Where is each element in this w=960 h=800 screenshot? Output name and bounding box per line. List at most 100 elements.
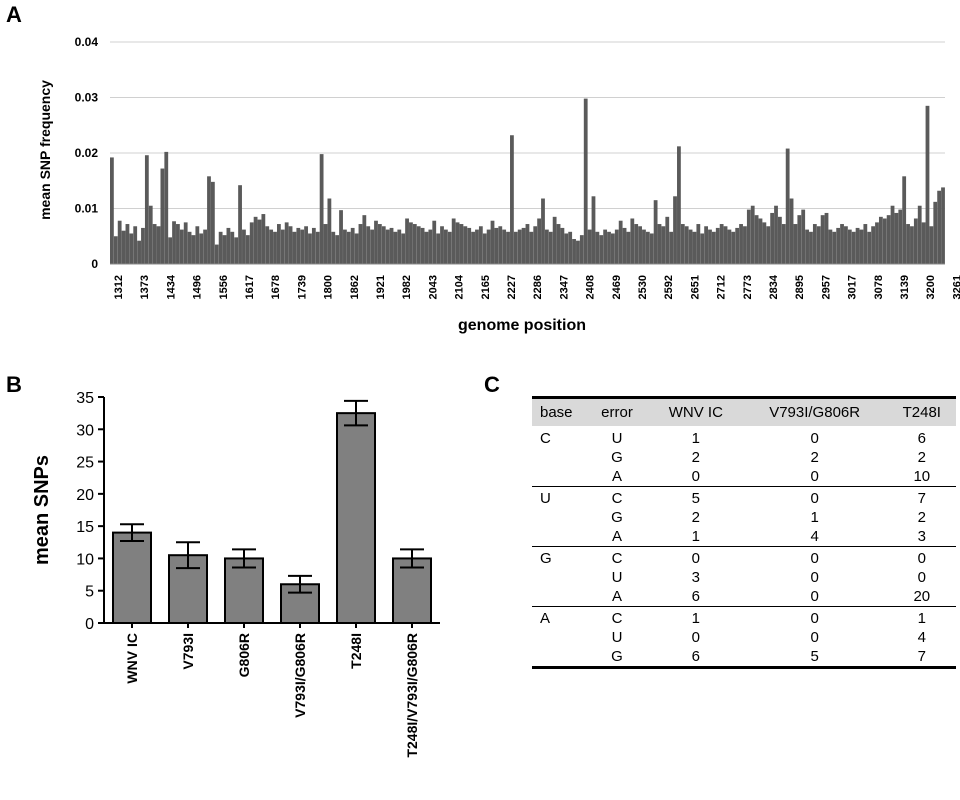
x-tick-label: 1496 bbox=[192, 275, 204, 299]
bar bbox=[401, 233, 406, 264]
bar bbox=[925, 105, 930, 264]
bar bbox=[750, 205, 755, 264]
cell-t248i: 3 bbox=[917, 528, 926, 545]
bar bbox=[222, 235, 227, 264]
bar bbox=[323, 224, 328, 264]
bar bbox=[541, 198, 545, 264]
cell-v793i-g806r: 0 bbox=[810, 468, 819, 485]
cell-t248i: 7 bbox=[917, 648, 926, 665]
bar bbox=[661, 226, 666, 264]
cell-error: G bbox=[611, 648, 623, 665]
bar bbox=[117, 220, 122, 264]
bar bbox=[129, 233, 134, 264]
bar bbox=[277, 224, 281, 264]
bar bbox=[867, 231, 872, 264]
bar bbox=[183, 222, 188, 264]
cell-wnv-ic: 1 bbox=[691, 528, 701, 545]
bar bbox=[506, 231, 510, 264]
bar bbox=[739, 224, 743, 264]
bar bbox=[851, 231, 856, 264]
bar bbox=[638, 226, 642, 264]
bar bbox=[824, 212, 829, 264]
bar bbox=[137, 240, 141, 264]
bar bbox=[288, 226, 293, 264]
bar bbox=[172, 221, 176, 264]
cell-t248i: 6 bbox=[917, 430, 926, 447]
bar bbox=[385, 229, 390, 264]
bar bbox=[611, 233, 615, 264]
bar bbox=[560, 227, 565, 264]
table-row: U 3 0 0 bbox=[532, 568, 956, 587]
bar bbox=[933, 201, 938, 264]
bar bbox=[152, 224, 157, 264]
bar bbox=[537, 218, 542, 264]
cell-t248i: 20 bbox=[913, 588, 931, 605]
cell-wnv-ic: 2 bbox=[691, 449, 701, 466]
bar bbox=[913, 218, 918, 264]
bar bbox=[816, 226, 821, 264]
bar bbox=[125, 224, 130, 264]
bar bbox=[719, 224, 724, 264]
bar bbox=[121, 230, 126, 264]
x-tick-label: 1739 bbox=[296, 275, 308, 299]
cell-t248i: 10 bbox=[913, 468, 931, 485]
bar bbox=[886, 215, 891, 264]
bar bbox=[801, 209, 806, 264]
cell-wnv-ic: 2 bbox=[691, 509, 701, 526]
bar bbox=[199, 233, 204, 264]
bar bbox=[669, 231, 674, 264]
bar bbox=[735, 227, 740, 264]
bar bbox=[230, 231, 235, 264]
x-tick-label: 1373 bbox=[139, 275, 151, 299]
x-tick-label: 2227 bbox=[506, 275, 518, 299]
category-label: T248I/V793I/G806R bbox=[404, 633, 420, 758]
bar bbox=[366, 226, 371, 264]
y-tick-label: 0.03 bbox=[75, 91, 99, 105]
table-row: U 0 0 4 bbox=[532, 628, 956, 647]
bar bbox=[273, 231, 277, 264]
bar bbox=[207, 176, 211, 264]
x-tick-label: 2957 bbox=[820, 275, 832, 299]
bar bbox=[210, 181, 215, 264]
bar bbox=[156, 226, 161, 264]
bar bbox=[746, 209, 751, 264]
cell-wnv-ic: 1 bbox=[650, 606, 742, 628]
bar bbox=[339, 210, 343, 264]
cell-base bbox=[532, 628, 584, 647]
cell-error: U bbox=[611, 629, 623, 646]
bar bbox=[455, 222, 460, 264]
bar bbox=[226, 227, 231, 264]
cell-v793i-g806r: 0 bbox=[810, 629, 819, 646]
bar bbox=[249, 222, 254, 264]
bar bbox=[548, 231, 553, 264]
bar bbox=[447, 231, 452, 264]
bar bbox=[486, 229, 491, 264]
bar bbox=[665, 216, 670, 264]
bar bbox=[847, 229, 852, 264]
cell-t248i: 2 bbox=[917, 449, 926, 466]
bar bbox=[941, 187, 945, 264]
x-tick-label: 2712 bbox=[716, 275, 728, 299]
y-tick-label: 25 bbox=[76, 455, 94, 472]
x-tick-label: 1862 bbox=[349, 275, 361, 299]
bar bbox=[405, 218, 409, 264]
bar bbox=[168, 237, 173, 264]
cell-error: G bbox=[611, 509, 623, 526]
cell-wnv-ic: 6 bbox=[691, 648, 701, 665]
cell-error: A bbox=[611, 528, 622, 545]
cell-v793i-g806r: 2 bbox=[810, 449, 819, 466]
bar bbox=[265, 226, 270, 264]
bar bbox=[393, 231, 398, 264]
bar bbox=[544, 229, 549, 264]
bar bbox=[595, 231, 600, 264]
header-t248i: T248I bbox=[887, 396, 956, 426]
bar bbox=[599, 235, 604, 264]
y-tick-label: 0 bbox=[91, 257, 98, 271]
bar bbox=[754, 215, 759, 264]
cell-base: A bbox=[532, 606, 584, 628]
x-tick-label: 2286 bbox=[532, 275, 544, 299]
header-v793i-g806r: V793I/G806R bbox=[741, 396, 888, 426]
y-tick-label: 20 bbox=[76, 487, 94, 504]
bar bbox=[937, 190, 942, 264]
